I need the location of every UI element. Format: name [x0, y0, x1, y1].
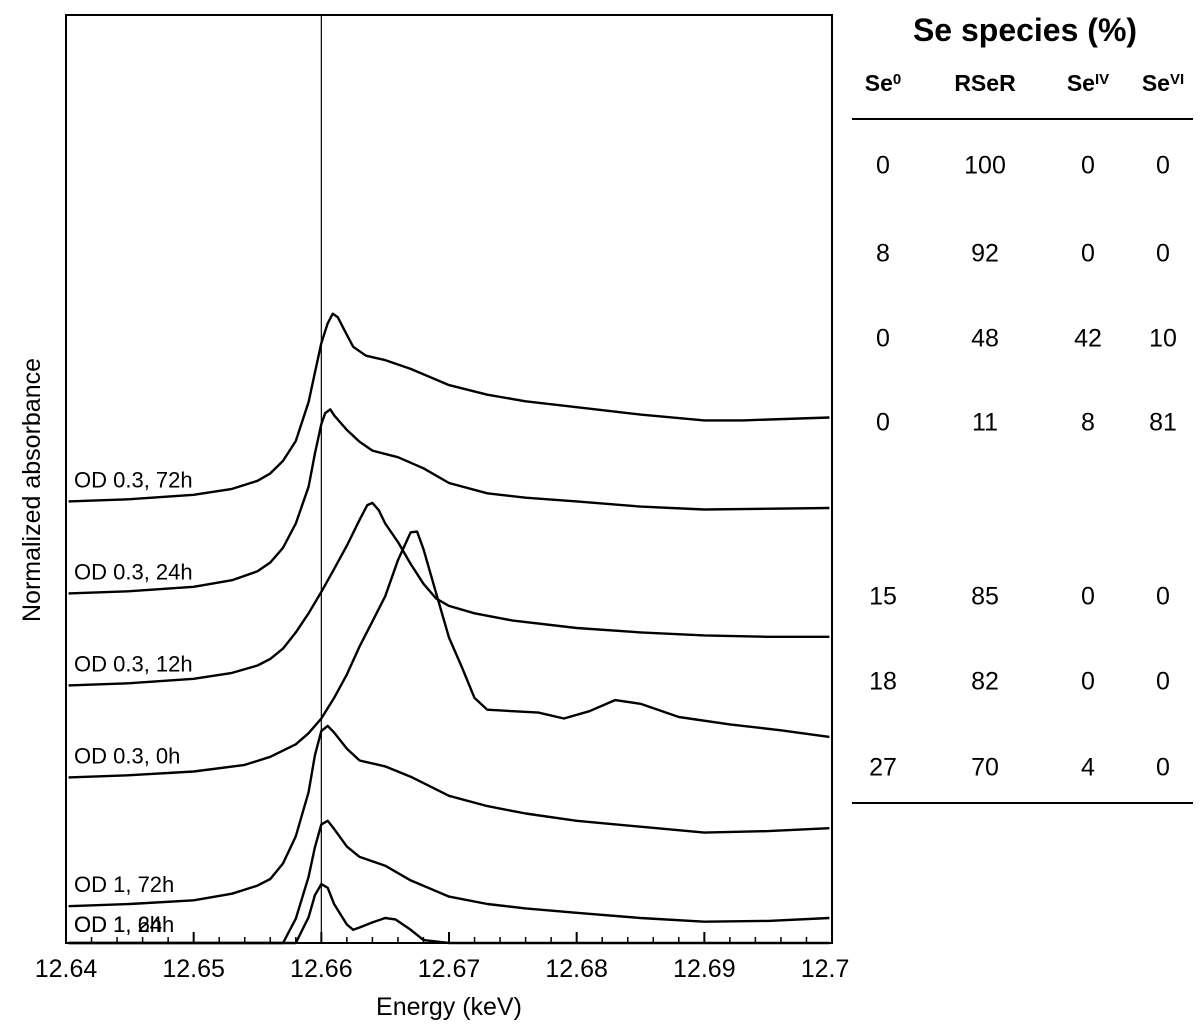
table-cell: 0	[1081, 667, 1095, 696]
table-title: Se species (%)	[912, 12, 1138, 48]
table-cell: 18	[869, 667, 897, 696]
x-tick-label: 12.67	[418, 955, 481, 983]
x-tick-labels: 12.64 12.65 12.66 12.67 12.68 12.69 12.70	[35, 955, 850, 983]
table-cell: 0	[1156, 582, 1170, 611]
table-cell: 15	[869, 582, 897, 611]
table-cell: 0	[1156, 753, 1170, 782]
x-ticks	[65, 932, 833, 943]
series-line	[68, 501, 830, 687]
series-group	[68, 312, 830, 945]
table-cell: 4	[1081, 753, 1095, 782]
series-line	[68, 530, 830, 779]
series-label: OD 1, 24h	[74, 912, 174, 937]
xanes-chart: 12.64 12.65 12.66 12.67 12.68 12.69 12.70 OD 0…	[18, 14, 850, 1021]
table-cell: 100	[964, 151, 1006, 180]
table-header-cell: Se0	[864, 70, 902, 96]
x-tick-label: 12.70	[801, 955, 850, 983]
table-cell: 81	[1149, 408, 1177, 437]
series-line	[68, 312, 830, 503]
table-cell: 10	[1149, 324, 1177, 353]
series-label: OD 1, 6h	[74, 912, 162, 937]
x-tick-label: 12.68	[545, 955, 608, 983]
se-species-table: Se species (%) Se0 RSeR SeIV SeVI 0 100 0 0 8 92…	[852, 0, 1198, 820]
table-cell: 0	[1081, 239, 1095, 268]
series-labels: OD 0.3, 72h OD 0.3, 24h OD 0.3, 12h OD 0.3,…	[74, 467, 193, 937]
table-cell: 0	[1156, 239, 1170, 268]
table-top-rule	[852, 118, 1193, 120]
series-label: OD 0.3, 0h	[74, 743, 180, 768]
table-cell: 82	[971, 667, 999, 696]
table-cell: 0	[876, 324, 890, 353]
series-line	[68, 724, 830, 908]
series-line	[68, 882, 830, 945]
series-label: OD 0.3, 72h	[74, 467, 193, 492]
table-cell: 8	[1081, 408, 1095, 437]
table-header-cell: SeVI	[1141, 70, 1185, 96]
series-label: OD 0.3, 24h	[74, 559, 193, 584]
y-axis-label: Normalized absorbance	[18, 358, 46, 622]
series-label: OD 0.3, 12h	[74, 651, 193, 676]
table-cell: 0	[876, 408, 890, 437]
x-tick-label: 12.66	[290, 955, 353, 983]
table-cell: 0	[1156, 667, 1170, 696]
table-header-cell: RSeR	[954, 70, 1016, 96]
table-cell: 8	[876, 239, 890, 268]
table-cell: 92	[971, 239, 999, 268]
x-tick-label: 12.65	[162, 955, 225, 983]
series-line	[68, 819, 830, 945]
table-cell: 0	[1081, 151, 1095, 180]
table-cell: 42	[1074, 324, 1102, 353]
table-cell: 48	[971, 324, 999, 353]
series-line	[68, 408, 830, 595]
table-header-cell: SeIV	[1066, 70, 1110, 96]
x-tick-label: 12.64	[35, 955, 98, 983]
x-axis-label: Energy (keV)	[376, 993, 522, 1021]
series-label: OD 1, 72h	[74, 872, 174, 897]
table-cell: 11	[972, 408, 998, 437]
table-cell: 0	[1081, 582, 1095, 611]
x-tick-label: 12.69	[673, 955, 736, 983]
table-cell: 85	[971, 582, 999, 611]
table-bottom-rule	[852, 802, 1193, 804]
table-cell: 0	[1156, 151, 1170, 180]
table-cell: 27	[869, 753, 897, 782]
table-cell: 70	[971, 753, 999, 782]
table-cell: 0	[876, 151, 890, 180]
